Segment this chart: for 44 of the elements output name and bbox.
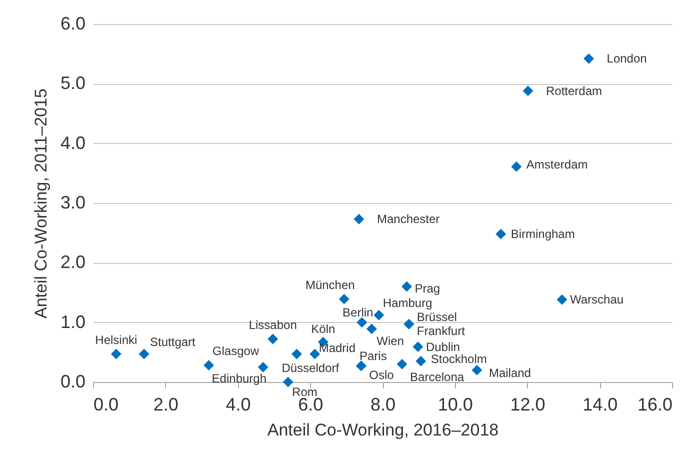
series-label: München [305,278,355,292]
series-label: Düsseldorf [282,360,340,375]
series-label: Dublin [426,340,460,354]
series-label: Helsinki [95,332,138,347]
y-tick-label: 2.0 [60,252,86,272]
y-axis-title: Anteil Co-Working, 2011–2015 [31,88,50,318]
x-tick-label: 8.0 [370,394,396,414]
series-label: London [606,52,647,66]
series-label: Paris [359,348,387,363]
series-label: Birmingham [510,227,575,242]
series-label: Stuttgart [150,334,196,349]
x-tick-label: 14.0 [582,394,618,414]
series-label: Manchester [376,212,440,226]
x-tick-label: 10.0 [438,394,473,414]
series-label: Glasgow [212,344,260,358]
x-tick-label: 12.0 [510,394,546,414]
y-tick-label: 6.0 [60,14,86,34]
series-label: Edinburgh [212,371,267,386]
series-label: Wien [376,334,404,348]
y-tick-label: 3.0 [60,192,86,212]
series-label: Berlin [342,305,374,320]
series-label: Oslo [369,368,394,382]
series-label: Mailand [488,366,531,380]
x-tick-label: 0.0 [94,394,119,414]
y-tick-label: 0.0 [60,372,86,392]
y-tick-label: 5.0 [60,73,86,94]
series-label: Prag [414,282,440,296]
y-tick-label: 4.0 [60,132,86,153]
series-label: Lissabon [248,318,297,332]
series-label: Hamburg [382,296,432,310]
series-label: Rotterdam [546,84,602,98]
series-label: Stockholm [430,352,487,366]
series-label: Amsterdam [526,158,588,172]
x-tick-label: 2.0 [153,394,178,414]
x-tick-label: 4.0 [226,394,251,414]
x-tick-label: 16.0 [637,394,672,414]
series-label: Frankfurt [416,324,466,338]
series-label: Madrid [318,340,356,355]
series-label: Warschau [570,292,624,307]
series-label: Barcelona [410,370,464,384]
x-axis-title: Anteil Co-Working, 2016–2018 [267,420,499,440]
series-label: Köln [311,322,336,336]
y-tick-label: 1.0 [60,312,86,332]
series-label: Brüssel [416,310,457,324]
